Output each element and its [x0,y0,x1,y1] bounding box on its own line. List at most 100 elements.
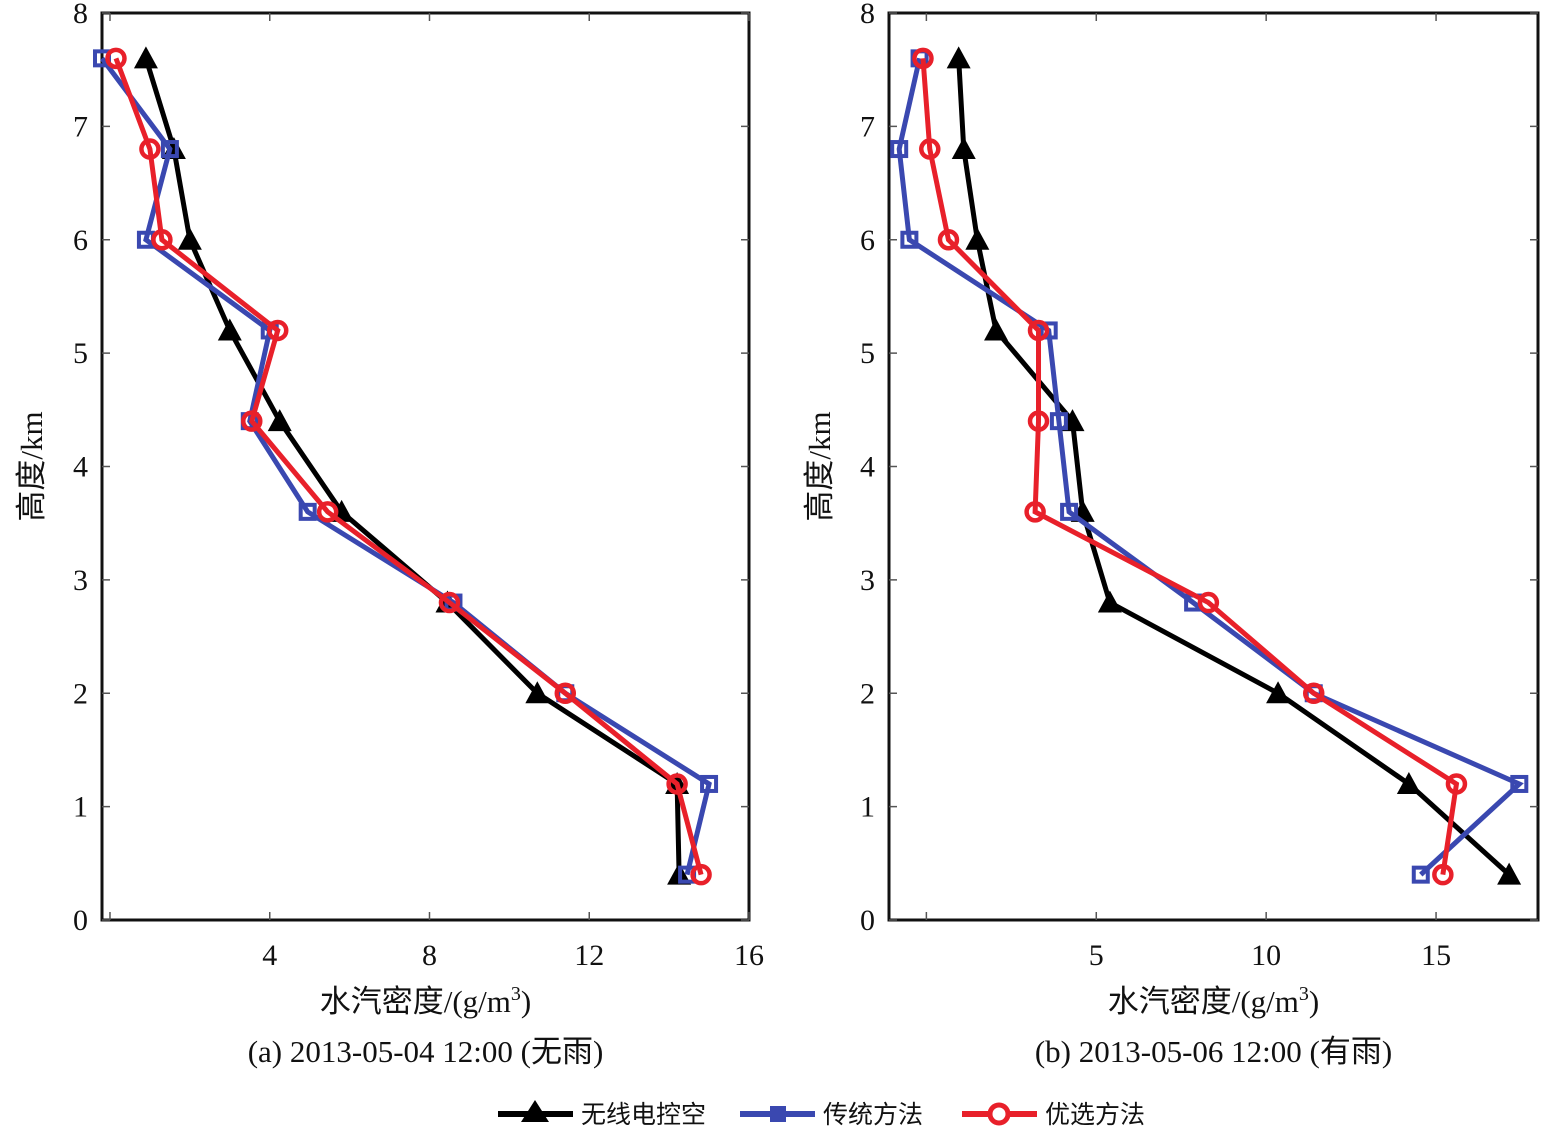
y-tick-label: 5 [860,337,875,370]
data-point-square [890,140,909,159]
y-tick-label: 3 [860,564,875,597]
x-axis-title-end: ) [1309,984,1319,1019]
x-axis-title-sup: 3 [1299,983,1309,1005]
data-point-triangle [965,227,990,250]
data-point-square [1411,865,1430,884]
y-tick-label: 7 [860,110,875,143]
y-tick-label: 1 [73,791,88,824]
legend-item: 无线电控空 [498,1100,706,1129]
x-axis-title-sup: 3 [511,983,521,1005]
data-point-triangle [133,46,158,69]
data-point-circle [1027,410,1050,432]
data-point-circle [912,47,934,70]
series-2 [912,47,1468,886]
x-tick-label: 8 [422,939,437,972]
y-tick-label: 8 [860,0,875,30]
data-point-circle [666,773,688,795]
data-point-circle [139,138,161,160]
data-point-circle [266,319,289,342]
data-point-circle [937,229,960,251]
y-tick-label: 2 [73,677,88,710]
panel-caption: (b) 2013-05-06 12:00 (有雨) [1035,1034,1392,1069]
legend-item: 优选方法 [962,1100,1145,1129]
y-axis-title: 高度/km [802,411,837,521]
legend-item: 传统方法 [740,1100,923,1129]
data-point-circle [105,47,127,70]
x-axis-title: 水汽密度/(g/m3) [320,983,532,1019]
x-axis-title: 水汽密度/(g/m3) [1108,983,1320,1019]
data-point-triangle [951,137,976,160]
series-line-1 [896,57,1524,877]
data-point-circle [1302,682,1325,704]
y-tick-label: 3 [73,564,88,597]
data-point-circle [1027,319,1050,342]
data-point-square [1060,502,1079,521]
data-point-square [1039,321,1058,340]
x-tick-label: 15 [1421,939,1451,972]
series-line-2 [920,58,1460,876]
y-tick-label: 2 [860,677,875,710]
y-tick-label: 5 [73,337,88,370]
series-line-0 [956,58,1511,877]
legend-square-icon [770,1106,786,1122]
x-tick-label: 5 [1089,939,1104,972]
data-point-circle [1024,501,1046,523]
data-point-triangle [1497,862,1522,885]
series-line-0 [143,57,682,875]
y-tick-label: 6 [860,224,875,257]
data-point-triangle [1266,681,1291,704]
series-0 [946,46,1522,885]
series-line-2 [113,57,704,876]
legend-circle-icon [987,1102,1011,1126]
y-tick-label: 1 [860,791,875,824]
y-tick-label: 7 [73,110,88,143]
legend-triangle-icon [521,1100,549,1122]
y-tick-label: 6 [73,224,88,257]
series-0 [133,46,692,885]
data-point-circle [316,501,339,523]
data-point-circle [438,591,461,614]
x-tick-label: 12 [574,939,604,972]
y-tick-label: 4 [860,451,875,484]
data-point-triangle [1097,590,1122,613]
data-point-circle [1197,591,1220,614]
data-point-square [298,502,317,521]
data-point-circle [690,863,712,886]
series-2 [105,47,712,886]
plot-frame [100,11,751,922]
data-point-triangle [1396,771,1421,794]
data-point-circle [241,410,263,432]
legend-label: 无线电控空 [581,1100,706,1129]
series-1 [93,49,719,884]
x-axis-title-main: 水汽密度/(g/m [320,984,511,1019]
data-point-triangle [267,409,292,432]
y-tick-label: 0 [860,904,875,937]
x-tick-label: 16 [734,939,764,972]
data-point-circle [151,229,173,251]
data-point-triangle [984,318,1009,341]
legend-label: 传统方法 [823,1100,923,1129]
y-tick-label: 8 [73,0,88,30]
plot-frame [887,11,1540,922]
x-tick-label: 10 [1251,939,1281,972]
x-axis-title-main: 水汽密度/(g/m [1108,984,1299,1019]
data-point-triangle [525,681,550,704]
data-point-circle [919,138,941,160]
data-point-square [1510,774,1529,793]
data-point-circle [1432,863,1454,886]
data-point-square [900,230,919,249]
x-axis-title-end: ) [521,984,531,1019]
legend-label: 优选方法 [1045,1100,1145,1129]
data-point-circle [1445,773,1468,795]
y-tick-label: 4 [73,451,88,484]
series-1 [890,49,1529,884]
legend: 无线电控空 传统方法 优选方法 [498,1100,1145,1129]
panel-caption: (a) 2013-05-04 12:00 (无雨) [248,1034,604,1069]
y-axis-title: 高度/km [14,411,49,521]
data-point-square [700,774,719,793]
x-tick-label: 4 [262,939,277,972]
data-point-triangle [177,227,202,250]
